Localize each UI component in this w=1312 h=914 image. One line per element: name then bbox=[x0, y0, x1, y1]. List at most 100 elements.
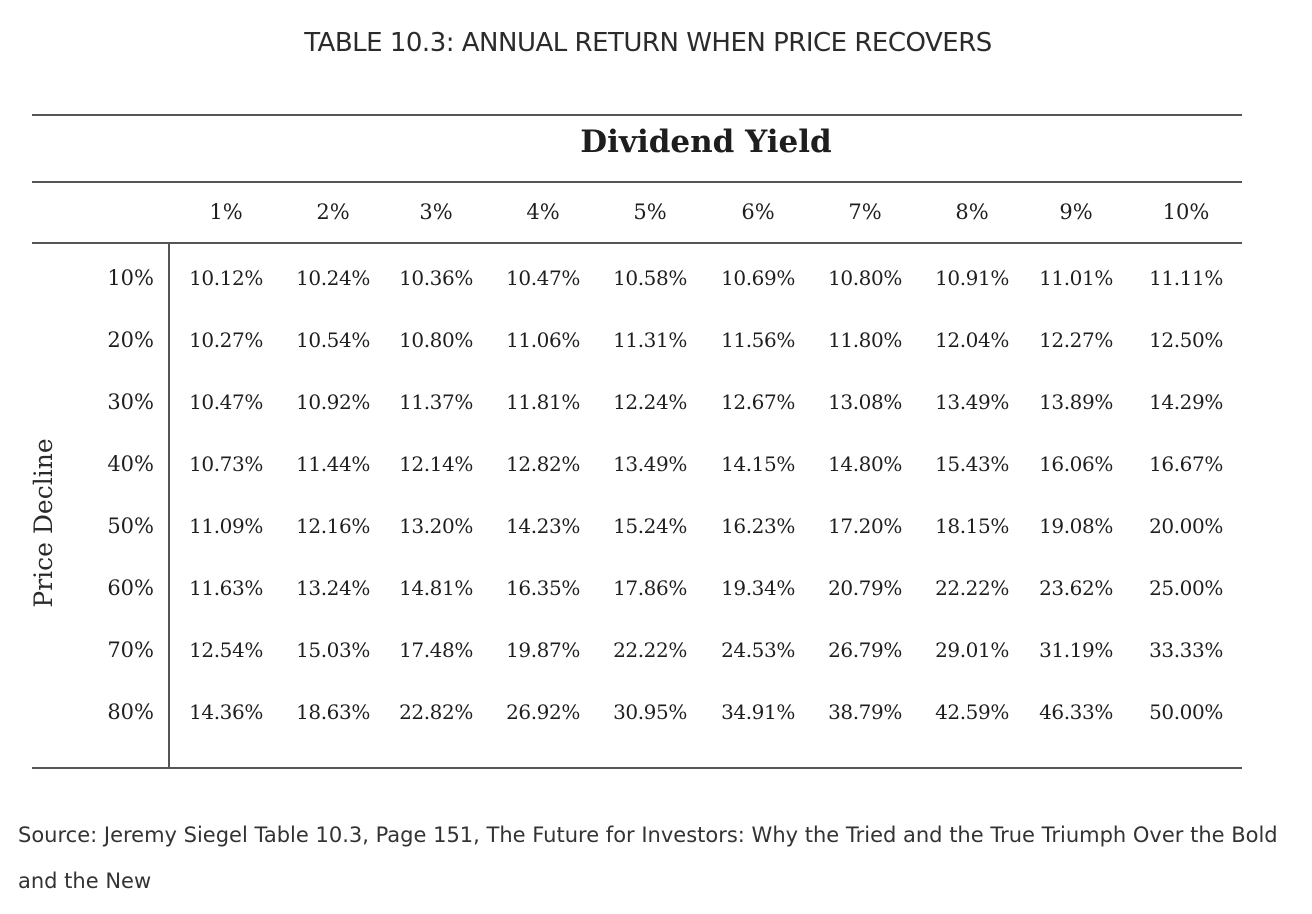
table-cell: 11.06% bbox=[506, 328, 580, 352]
table-cell: 15.24% bbox=[613, 514, 687, 538]
table-cell: 10.47% bbox=[506, 266, 580, 290]
table-cell: 12.24% bbox=[613, 390, 687, 414]
table-cell: 12.67% bbox=[721, 390, 795, 414]
column-header: 10% bbox=[1162, 200, 1210, 224]
table-cell: 14.80% bbox=[828, 452, 902, 476]
table-cell: 14.36% bbox=[189, 700, 263, 724]
row-group-label: Price Decline bbox=[29, 438, 58, 608]
table-cell: 13.49% bbox=[613, 452, 687, 476]
top-rule bbox=[32, 114, 1242, 116]
table-cell: 12.54% bbox=[189, 638, 263, 662]
table-cell: 12.27% bbox=[1039, 328, 1113, 352]
row-header: 50% bbox=[107, 514, 154, 538]
column-header: 4% bbox=[526, 200, 560, 224]
table-cell: 10.54% bbox=[296, 328, 370, 352]
table-cell: 31.19% bbox=[1039, 638, 1113, 662]
table-cell: 19.87% bbox=[506, 638, 580, 662]
table-cell: 13.20% bbox=[399, 514, 473, 538]
table-cell: 16.06% bbox=[1039, 452, 1113, 476]
column-header: 1% bbox=[209, 200, 243, 224]
row-header: 40% bbox=[107, 452, 154, 476]
table-cell: 15.03% bbox=[296, 638, 370, 662]
table-title: TABLE 10.3: ANNUAL RETURN WHEN PRICE REC… bbox=[304, 28, 992, 58]
table-cell: 12.04% bbox=[935, 328, 1009, 352]
table-cell: 11.80% bbox=[828, 328, 902, 352]
table-cell: 26.92% bbox=[506, 700, 580, 724]
table-cell: 17.86% bbox=[613, 576, 687, 600]
table-cell: 23.62% bbox=[1039, 576, 1113, 600]
table-cell: 11.09% bbox=[189, 514, 263, 538]
table-cell: 24.53% bbox=[721, 638, 795, 662]
row-header: 20% bbox=[107, 328, 154, 352]
column-header: 7% bbox=[848, 200, 882, 224]
source-caption: Source: Jeremy Siegel Table 10.3, Page 1… bbox=[18, 823, 1278, 893]
table-cell: 11.81% bbox=[506, 390, 580, 414]
table-cell: 18.63% bbox=[296, 700, 370, 724]
table-cell: 20.79% bbox=[828, 576, 902, 600]
table-cell: 42.59% bbox=[935, 700, 1009, 724]
table-cell: 18.15% bbox=[935, 514, 1009, 538]
table-cell: 13.08% bbox=[828, 390, 902, 414]
row-label-divider bbox=[168, 244, 170, 769]
column-header: 3% bbox=[419, 200, 453, 224]
table-cell: 16.23% bbox=[721, 514, 795, 538]
table-cell: 19.34% bbox=[721, 576, 795, 600]
table-cell: 12.14% bbox=[399, 452, 473, 476]
table-cell: 13.49% bbox=[935, 390, 1009, 414]
row-header: 80% bbox=[107, 700, 154, 724]
table-cell: 10.80% bbox=[828, 266, 902, 290]
column-group-header: Dividend Yield bbox=[580, 124, 832, 160]
table-cell: 11.44% bbox=[296, 452, 370, 476]
table-cell: 14.23% bbox=[506, 514, 580, 538]
table-cell: 29.01% bbox=[935, 638, 1009, 662]
column-header: 8% bbox=[955, 200, 989, 224]
table-cell: 11.01% bbox=[1039, 266, 1113, 290]
table-cell: 14.29% bbox=[1149, 390, 1223, 414]
table-cell: 25.00% bbox=[1149, 576, 1223, 600]
column-header: 6% bbox=[741, 200, 775, 224]
subheader-rule bbox=[32, 242, 1242, 244]
table-cell: 22.82% bbox=[399, 700, 473, 724]
bottom-rule bbox=[32, 767, 1242, 769]
table-cell: 38.79% bbox=[828, 700, 902, 724]
column-header: 5% bbox=[633, 200, 667, 224]
table-cell: 10.47% bbox=[189, 390, 263, 414]
row-header: 70% bbox=[107, 638, 154, 662]
table-cell: 26.79% bbox=[828, 638, 902, 662]
table-cell: 10.91% bbox=[935, 266, 1009, 290]
table-cell: 22.22% bbox=[613, 638, 687, 662]
table-cell: 33.33% bbox=[1149, 638, 1223, 662]
table-cell: 50.00% bbox=[1149, 700, 1223, 724]
row-header: 10% bbox=[107, 266, 154, 290]
header-rule bbox=[32, 181, 1242, 183]
table-cell: 10.80% bbox=[399, 328, 473, 352]
table-cell: 17.20% bbox=[828, 514, 902, 538]
table-cell: 12.82% bbox=[506, 452, 580, 476]
table-cell: 10.73% bbox=[189, 452, 263, 476]
table-cell: 20.00% bbox=[1149, 514, 1223, 538]
table-cell: 10.36% bbox=[399, 266, 473, 290]
table-cell: 11.56% bbox=[721, 328, 795, 352]
row-header: 60% bbox=[107, 576, 154, 600]
table-cell: 13.89% bbox=[1039, 390, 1113, 414]
table-cell: 11.63% bbox=[189, 576, 263, 600]
table-cell: 11.31% bbox=[613, 328, 687, 352]
table-cell: 11.11% bbox=[1149, 266, 1223, 290]
column-header: 9% bbox=[1059, 200, 1093, 224]
table-cell: 30.95% bbox=[613, 700, 687, 724]
table-cell: 10.58% bbox=[613, 266, 687, 290]
table-cell: 14.15% bbox=[721, 452, 795, 476]
table-cell: 46.33% bbox=[1039, 700, 1113, 724]
table-cell: 10.92% bbox=[296, 390, 370, 414]
table-cell: 19.08% bbox=[1039, 514, 1113, 538]
table-cell: 11.37% bbox=[399, 390, 473, 414]
table-cell: 10.27% bbox=[189, 328, 263, 352]
table-cell: 16.35% bbox=[506, 576, 580, 600]
column-header: 2% bbox=[316, 200, 350, 224]
table-cell: 17.48% bbox=[399, 638, 473, 662]
table-cell: 16.67% bbox=[1149, 452, 1223, 476]
table-cell: 22.22% bbox=[935, 576, 1009, 600]
table-cell: 12.50% bbox=[1149, 328, 1223, 352]
table-cell: 10.24% bbox=[296, 266, 370, 290]
table-cell: 34.91% bbox=[721, 700, 795, 724]
